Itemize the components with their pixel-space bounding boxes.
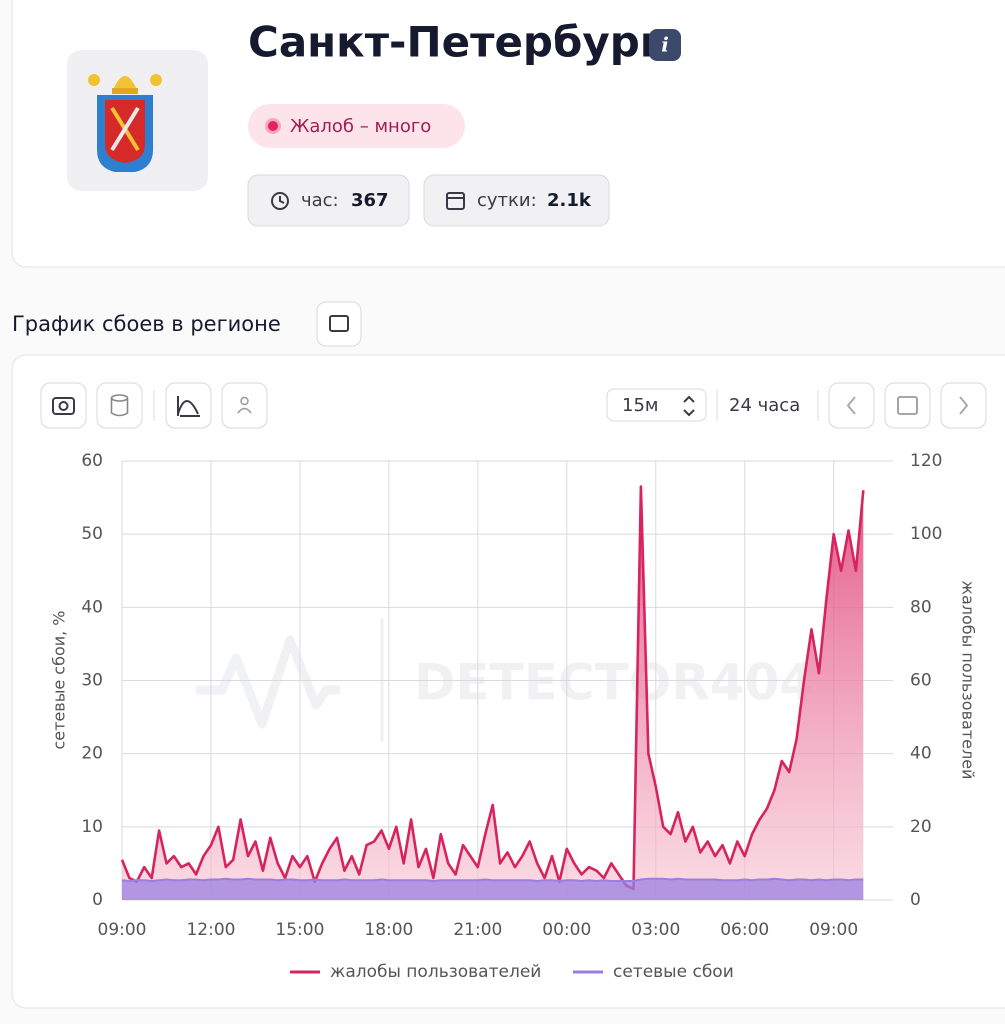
x-tick-label: 12:00 <box>186 920 235 940</box>
x-tick-label: 15:00 <box>275 920 324 940</box>
prev-icon <box>846 396 856 415</box>
section-title: График сбоев в регионе <box>12 312 281 336</box>
toolbar: 15м 24 часа <box>40 382 987 429</box>
stat-value: 2.1k <box>547 190 592 211</box>
y2-tick-label: 20 <box>910 817 932 837</box>
calendar-button[interactable] <box>884 382 931 429</box>
next-icon <box>959 396 969 415</box>
y-tick-label: 60 <box>81 451 103 471</box>
hour-stat <box>247 174 410 227</box>
y-tick-label: 0 <box>92 890 103 910</box>
chart-mode-button[interactable] <box>165 382 212 429</box>
y2-tick-label: 100 <box>910 524 942 544</box>
watermark-text: DETECTOR404 <box>414 654 814 712</box>
y-axis-title: сетевые сбои, % <box>50 610 69 749</box>
calendar-icon <box>897 396 918 415</box>
user-body <box>237 407 252 414</box>
series-line <box>121 877 864 882</box>
y-tick-label: 30 <box>81 671 103 691</box>
screenshot-button[interactable] <box>40 382 87 429</box>
fullscreen-icon <box>329 315 349 332</box>
x-tick-label: 21:00 <box>453 920 502 940</box>
region-title: Санкт-Петербург <box>248 18 662 67</box>
x-tick-label: 06:00 <box>720 920 769 940</box>
y-tick-label: 10 <box>81 817 103 837</box>
x-tick-label: 00:00 <box>542 920 591 940</box>
y2-tick-label: 0 <box>910 890 921 910</box>
stat-value: 367 <box>351 190 389 211</box>
camera-lens <box>58 401 69 411</box>
chart-mode-icon <box>177 396 200 417</box>
y2-tick-label: 80 <box>910 597 932 617</box>
range-value[interactable]: 24 часа <box>729 395 800 416</box>
day-stat <box>423 174 610 227</box>
clock-hands <box>279 196 285 204</box>
y2-axis-title: жалобы пользователей <box>959 581 978 780</box>
data-button[interactable] <box>96 382 143 429</box>
status-text: Жалоб – много <box>290 116 431 137</box>
select-arrows <box>683 395 695 417</box>
y-tick-label: 40 <box>81 597 103 617</box>
status-badge <box>248 104 465 148</box>
clock-icon <box>271 192 289 210</box>
y2-tick-label: 60 <box>910 671 932 691</box>
plot: 0 10 20 30 40 50 60 0 20 40 60 80 100 120 09:00 12:00 15… <box>50 451 978 982</box>
fullscreen-button[interactable] <box>316 301 362 347</box>
status-dot <box>268 121 278 131</box>
interval-value: 15м <box>622 395 658 416</box>
coat-of-arms <box>88 74 162 172</box>
x-tick-label: 18:00 <box>364 920 413 940</box>
camera-icon <box>52 397 75 415</box>
database-body <box>110 398 129 417</box>
info-button[interactable] <box>649 29 681 61</box>
series-area <box>122 486 864 900</box>
series-area <box>122 878 864 900</box>
stat-label: сутки: <box>477 190 537 211</box>
calendar-icon <box>446 192 465 210</box>
y2-tick-label: 40 <box>910 744 932 764</box>
stat-label: час: <box>301 190 339 211</box>
y-tick-label: 20 <box>81 744 103 764</box>
prev-button[interactable] <box>828 382 875 429</box>
watermark: DETECTOR404 <box>196 618 814 742</box>
next-button[interactable] <box>940 382 987 429</box>
x-tick-label: 09:00 <box>809 920 858 940</box>
y-tick-label: 50 <box>81 524 103 544</box>
y2-tick-label: 120 <box>910 451 942 471</box>
watermark-logo <box>196 635 340 729</box>
interval-select[interactable] <box>606 388 707 422</box>
series-line <box>120 485 865 891</box>
legend-label: сетевые сбои <box>613 962 734 982</box>
x-tick-label: 03:00 <box>631 920 680 940</box>
info-icon: i <box>661 33 669 57</box>
x-tick-label: 09:00 <box>98 920 147 940</box>
user-button[interactable] <box>221 382 268 429</box>
user-icon <box>240 396 249 406</box>
legend-label: жалобы пользователей <box>330 962 541 982</box>
